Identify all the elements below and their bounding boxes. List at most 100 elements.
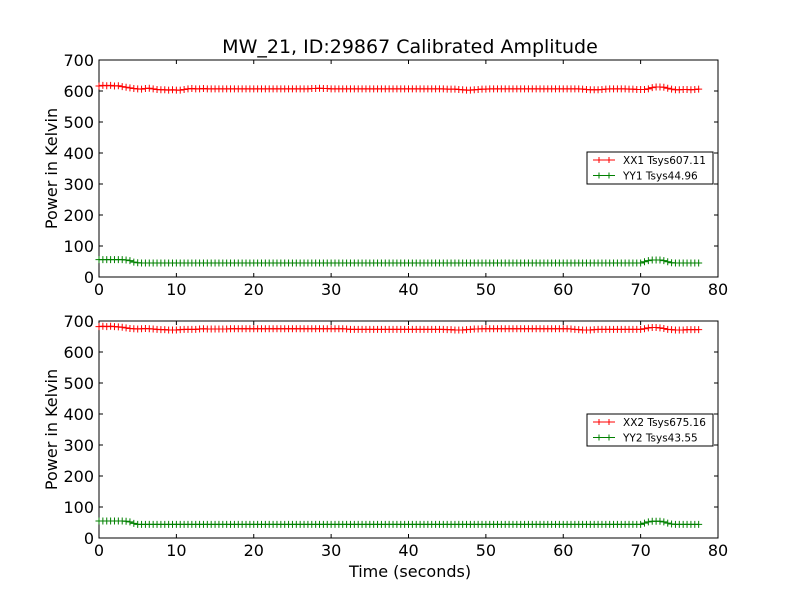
data-point-marker [660, 324, 668, 332]
legend-entry-label: YY2 Tsys43.55 [622, 433, 698, 445]
data-point-marker [126, 84, 134, 92]
data-point-marker [660, 518, 668, 526]
legend: XX1 Tsys607.11 YY1 Tsys44.96 [586, 151, 714, 185]
x-tick-label: 40 [398, 280, 418, 299]
legend-marker [596, 419, 612, 425]
y-tick-label: 200 [63, 206, 94, 225]
data-point-marker [176, 86, 184, 94]
data-point-marker [644, 257, 652, 265]
x-tick-label: 40 [398, 541, 418, 560]
x-axis-label: Time (seconds) [348, 562, 471, 581]
x-tick-label: 70 [630, 280, 650, 299]
y-tick-label: 300 [63, 436, 94, 455]
data-point-marker [695, 259, 703, 267]
data-point-marker [118, 323, 126, 331]
x-tick-label: 50 [476, 280, 496, 299]
subplot-1: 0 10 20 30 40 50 60 70 80 0 100 200 300 400 500 600 700 P… [42, 51, 728, 299]
x-tick-label: 20 [244, 541, 264, 560]
data-point-marker [660, 257, 668, 265]
y-axis-label: Power in Kelvin [42, 369, 61, 490]
data-point-marker [130, 258, 138, 266]
data-point-marker [114, 82, 122, 90]
data-point-marker [126, 257, 134, 265]
legend-box [586, 413, 714, 447]
x-tick-label: 20 [244, 280, 264, 299]
data-point-marker [122, 517, 130, 525]
y-tick-label: 600 [63, 82, 94, 101]
data-point-marker [695, 326, 703, 334]
y-tick-label: 700 [63, 312, 94, 331]
y-tick-label: 200 [63, 467, 94, 486]
x-tick-label: 10 [166, 541, 186, 560]
data-point-marker [656, 324, 664, 332]
y-tick-label: 400 [63, 144, 94, 163]
x-tick-label: 10 [166, 280, 186, 299]
data-point-marker [95, 82, 103, 90]
data-point-marker [640, 85, 648, 93]
x-tick-label: 80 [708, 541, 728, 560]
data-point-marker [656, 517, 664, 525]
data-point-marker [149, 85, 157, 93]
x-tick-label: 0 [94, 280, 104, 299]
series-2 [95, 256, 703, 267]
x-tick-label: 70 [630, 541, 650, 560]
data-point-marker [637, 259, 645, 267]
data-point-marker [637, 325, 645, 333]
data-point-marker [107, 81, 115, 89]
legend-entry-label: YY1 Tsys44.96 [622, 171, 698, 183]
data-point-marker [656, 256, 664, 264]
data-point-marker [122, 324, 130, 332]
data-point-marker [122, 83, 130, 91]
data-point-marker [180, 85, 188, 93]
x-tick-label: 50 [476, 541, 496, 560]
x-tick-label: 30 [321, 541, 341, 560]
y-axis-label: Power in Kelvin [42, 108, 61, 229]
data-point-marker [640, 519, 648, 527]
data-point-marker [660, 83, 668, 91]
data-point-marker [138, 85, 146, 93]
data-point-marker [668, 85, 676, 93]
y-tick-label: 0 [84, 268, 94, 287]
y-tick-label: 100 [63, 237, 94, 256]
data-point-marker [130, 519, 138, 527]
data-point-marker [122, 256, 130, 264]
data-point-marker [695, 520, 703, 528]
subplots: 0 10 20 30 40 50 60 70 800100200300400500600700P… [42, 51, 728, 560]
series-2 [95, 517, 703, 528]
data-point-marker [648, 84, 656, 92]
y-tick-label: 500 [63, 374, 94, 393]
data-point-marker [637, 520, 645, 528]
x-tick-label: 60 [553, 280, 573, 299]
legend-marker [596, 434, 612, 441]
y-tick-label: 100 [63, 498, 94, 517]
figure-title: MW_21, ID:29867 Calibrated Amplitude [222, 36, 598, 58]
data-point-marker [644, 85, 652, 93]
x-tick-label: 30 [321, 280, 341, 299]
data-point-marker [664, 258, 672, 266]
data-point-marker [664, 519, 672, 527]
x-tick-label: 60 [553, 541, 573, 560]
data-point-marker [145, 84, 153, 92]
subplot-2: 0 10 20 30 40 50 60 70 80 0 100 200 300 400 500 600 700 P… [42, 312, 728, 560]
series-1 [95, 81, 703, 94]
legend-marker [596, 157, 612, 163]
data-point-marker [664, 84, 672, 92]
data-point-marker [640, 325, 648, 333]
data-point-marker [126, 518, 134, 526]
y-tick-label: 400 [63, 405, 94, 424]
data-point-marker [695, 85, 703, 93]
data-point-marker [640, 258, 648, 266]
x-tick-label: 80 [708, 280, 728, 299]
data-point-marker [118, 83, 126, 91]
legend-marker [596, 172, 612, 179]
series-1 [95, 322, 703, 334]
y-tick-label: 500 [63, 113, 94, 132]
x-tick-label: 0 [94, 541, 104, 560]
legend-box [586, 151, 714, 185]
y-tick-label: 0 [84, 529, 94, 548]
data-point-marker [644, 518, 652, 526]
y-tick-label: 300 [63, 175, 94, 194]
legend: XX2 Tsys675.16 YY2 Tsys43.55 [586, 413, 714, 447]
y-tick-label: 700 [63, 51, 94, 70]
